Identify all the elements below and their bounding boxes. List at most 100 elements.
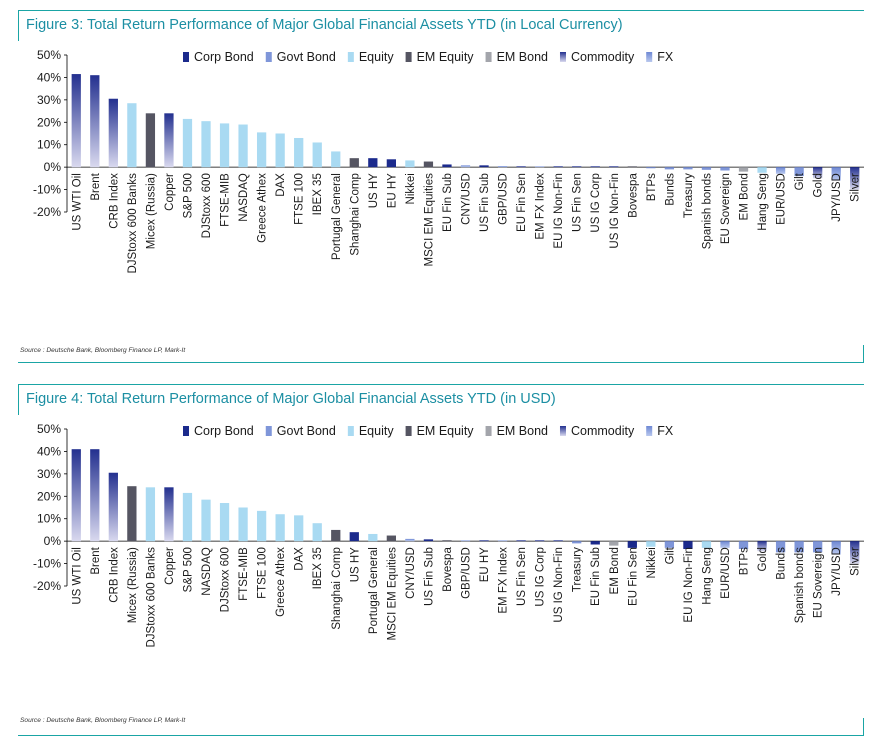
legend-item-em-bond: EM Bond [485, 50, 548, 64]
bar-us-fin-sen [516, 540, 526, 542]
bar-gbp-usd [497, 166, 508, 168]
bar-us-ig-corp [590, 166, 600, 168]
x-tick-label: Gilt [664, 546, 676, 564]
y-tick-label: 10% [37, 512, 61, 526]
legend-swatch [485, 426, 492, 436]
bar-nikkei [405, 160, 415, 168]
figure-4-title-bar: Figure 4: Total Return Performance of Ma… [18, 385, 865, 415]
x-tick-label: EUR/USD [776, 173, 788, 225]
y-tick-label: -20% [33, 205, 61, 219]
figure-4-source: Source : Deutsche Bank, Bloomberg Financ… [20, 717, 186, 724]
x-tick-label: GBP/USD [498, 173, 510, 225]
legend-swatch [265, 52, 272, 62]
bar-msci-em-equities [423, 161, 434, 168]
bar-shanghai-comp [349, 158, 359, 168]
bar-djstoxx-600 [201, 121, 211, 168]
legend-swatch [646, 52, 653, 62]
legend-label: Commodity [571, 424, 635, 438]
bar-btps [738, 541, 749, 549]
legend-item-corp-bond: Corp Bond [183, 424, 254, 438]
bar-s-p-500 [182, 492, 193, 542]
bar-portugal-general [331, 151, 341, 168]
bar-gilt [794, 167, 804, 177]
figure-4-bottom-tick [862, 718, 864, 736]
x-tick-label: Copper [164, 173, 176, 211]
y-tick-label: 0% [44, 534, 62, 548]
bar-us-wti-oil [71, 449, 81, 542]
bar-eu-sovereign [813, 541, 823, 553]
x-tick-label: Treasury [683, 173, 695, 218]
bar-gbp-usd [460, 540, 471, 542]
bar-eu-ig-non-fin [553, 166, 563, 168]
x-tick-label: US IG Non-Fin [609, 173, 621, 248]
legend-swatch [183, 426, 189, 436]
legend-swatch [559, 426, 566, 436]
x-tick-label: US WTI Oil [71, 173, 83, 231]
x-tick-label: EM Bond [739, 173, 751, 220]
bar-cny-usd [405, 538, 415, 542]
x-tick-label: S&P 500 [182, 173, 194, 218]
x-tick-label: Shanghai Comp [349, 173, 361, 255]
x-tick-label: EUR/USD [720, 547, 732, 599]
bar-ftse-100 [256, 510, 267, 542]
figure-3-panel: Figure 3: Total Return Performance of Ma… [18, 10, 864, 363]
bar-em-bond [609, 541, 619, 546]
x-tick-label: JPY/USD [831, 547, 843, 596]
bar-djstoxx-600-banks [127, 103, 137, 168]
y-tick-label: 40% [37, 70, 61, 84]
bar-nasdaq [201, 499, 211, 542]
x-tick-label: Gilt [794, 172, 806, 190]
legend-label: Equity [359, 50, 394, 64]
legend-swatch [183, 52, 189, 62]
bar-eu-sovereign [720, 167, 730, 171]
x-tick-label: US Fin Sen [572, 173, 584, 232]
bar-spanish-bonds [794, 541, 804, 553]
bar-us-fin-sen [572, 166, 582, 168]
bar-cny-usd [460, 165, 471, 168]
bar-us-ig-non-fin [609, 166, 619, 168]
x-tick-label: US Fin Sub [479, 173, 491, 232]
x-tick-label: IBEX 35 [312, 173, 324, 215]
bar-bovespa [627, 166, 637, 168]
x-tick-label: Gold [757, 547, 769, 571]
bar-em-fx-index [535, 166, 545, 168]
x-tick-label: FTSE 100 [294, 173, 306, 225]
bar-greece-athex [256, 132, 267, 168]
x-tick-label: Hang Seng [757, 173, 769, 231]
x-tick-label: EU IG Non-Fin [553, 173, 565, 248]
bar-silver [850, 541, 860, 564]
bar-us-ig-non-fin [553, 540, 563, 542]
bar-eu-fin-sub [442, 164, 452, 168]
bar-eu-ig-non-fin [683, 541, 693, 549]
bar-ibex-35 [312, 142, 322, 168]
figure-3-bottom-rule [18, 362, 864, 363]
legend-swatch [646, 426, 653, 436]
bar-em-bond [738, 167, 749, 172]
bar-dax [275, 133, 285, 168]
x-tick-label: FTSE-MIB [220, 173, 232, 227]
bar-gold [813, 167, 823, 179]
figure-3-title: Figure 3: Total Return Performance of Ma… [26, 17, 623, 33]
legend-item-govt-bond: Govt Bond [265, 424, 336, 438]
x-tick-label: Nikkei [646, 547, 658, 578]
bar-hang-seng [757, 167, 767, 173]
x-tick-label: CRB Index [108, 547, 120, 603]
legend-label: Govt Bond [277, 50, 336, 64]
bar-s-p-500 [182, 118, 193, 168]
x-tick-label: DJStoxx 600 Banks [127, 173, 139, 274]
bar-ftse-mib [219, 123, 230, 168]
legend-label: Corp Bond [194, 50, 254, 64]
x-tick-label: US Fin Sen [516, 547, 528, 606]
x-tick-label: Nikkei [405, 173, 417, 204]
x-tick-label: GBP/USD [461, 547, 473, 599]
bar-copper [164, 113, 174, 168]
x-tick-label: CNY/USD [461, 173, 473, 225]
bar-treasury [683, 167, 693, 170]
legend-item-equity: Equity [347, 50, 394, 64]
y-tick-label: -10% [33, 557, 61, 571]
bar-us-fin-sub [423, 539, 434, 542]
legend-label: EM Bond [497, 424, 548, 438]
bar-brent [90, 75, 100, 168]
legend-item-govt-bond: Govt Bond [265, 50, 336, 64]
x-tick-label: EM FX Index [535, 173, 547, 240]
